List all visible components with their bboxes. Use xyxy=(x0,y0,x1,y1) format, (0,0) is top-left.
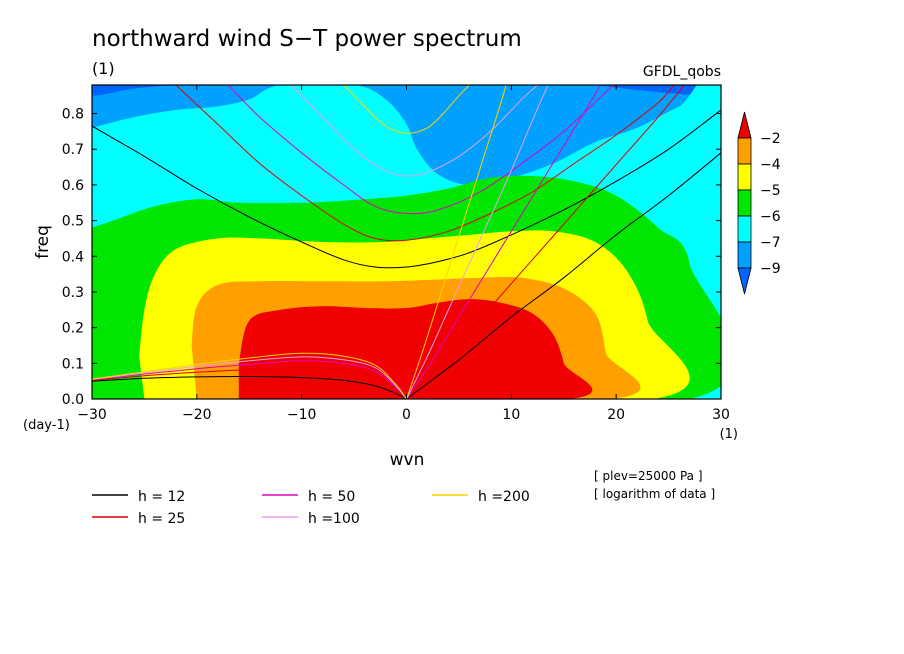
legend-label-0: h = 12 xyxy=(138,489,185,505)
colorbar-segment-4 xyxy=(737,215,752,243)
x-tick-label-2: −10 xyxy=(287,407,317,423)
colorbar-arrow-bottom xyxy=(737,267,752,295)
note-plev: [ plev=25000 Pa ] xyxy=(594,469,703,483)
colorbar-segment-3 xyxy=(737,189,752,217)
dispersion-curve-4 xyxy=(406,85,685,399)
y-tick-label-6: 0.6 xyxy=(62,178,84,194)
legend-label-2: h =200 xyxy=(478,489,530,505)
dispersion-curve-1 xyxy=(406,152,721,399)
x-tick-label-6: 30 xyxy=(712,407,730,423)
contour-band-2 xyxy=(595,85,721,96)
contour-band-1 xyxy=(92,85,176,96)
axis-ticks: −30 −20 −10 0 10 20 30 0.0 0.1 0.2 0.3 0.4 0.5 0.6 0.7… xyxy=(62,85,730,423)
colorbar-segment-1 xyxy=(737,137,752,165)
note-logarithm: [ logarithm of data ] xyxy=(594,487,715,501)
dispersion-curve-11 xyxy=(92,356,407,399)
legend-label-1: h = 50 xyxy=(308,489,355,505)
dispersion-curve-13 xyxy=(406,85,507,399)
chart-subtitle: (1) xyxy=(92,59,115,78)
colorbar-segment-2 xyxy=(737,163,752,191)
x-tick-label-1: −20 xyxy=(182,407,212,423)
dispersion-curves xyxy=(92,85,721,399)
dispersion-curve-0 xyxy=(92,109,721,269)
legend: h = 12 h = 50 h =200 h = 25 h =100 xyxy=(92,489,530,527)
y-tick-label-2: 0.2 xyxy=(62,321,84,337)
y-tick-label-3: 0.3 xyxy=(62,285,84,301)
contour-band-7 xyxy=(238,299,593,399)
x-tick-label-5: 20 xyxy=(607,407,625,423)
y-tick-label-0: 0.0 xyxy=(62,392,84,408)
chart-title: northward wind S−T power spectrum xyxy=(92,26,522,52)
y-tick-label-8: 0.8 xyxy=(62,107,84,123)
x-tick-label-4: 10 xyxy=(502,407,520,423)
x-axis-label: wvn xyxy=(390,450,425,470)
source-label: GFDL_qobs xyxy=(643,64,721,80)
colorbar-label-3: −6 xyxy=(760,209,781,225)
contour-bands xyxy=(92,85,721,399)
legend-label-3: h = 25 xyxy=(138,511,185,527)
colorbar-label-1: −4 xyxy=(760,157,781,173)
y-tick-label-1: 0.1 xyxy=(62,356,84,372)
y-tick-label-7: 0.7 xyxy=(62,142,84,158)
colorbar-label-5: −9 xyxy=(760,261,781,277)
y-tick-label-4: 0.4 xyxy=(62,249,84,265)
y-axis-label: freq xyxy=(33,225,53,259)
colorbar-label-2: −5 xyxy=(760,183,781,199)
dispersion-curve-5 xyxy=(92,367,407,399)
colorbar-label-0: −2 xyxy=(760,131,781,147)
x-axis-unit: (1) xyxy=(720,427,738,442)
colorbar-arrow-top xyxy=(737,111,752,139)
dispersion-curve-3 xyxy=(175,85,675,242)
dispersion-curve-9 xyxy=(290,85,538,177)
dispersion-curve-12 xyxy=(343,85,470,134)
legend-label-4: h =100 xyxy=(308,511,360,527)
x-tick-label-3: 0 xyxy=(402,407,411,423)
y-axis-unit: (day-1) xyxy=(23,418,70,433)
colorbar: −2 −4 −5 −6 −7 −9 xyxy=(737,111,781,295)
x-tick-label-0: −30 xyxy=(77,407,107,423)
dispersion-curve-10 xyxy=(406,85,549,399)
y-tick-label-5: 0.5 xyxy=(62,214,84,230)
dispersion-curve-2 xyxy=(92,375,407,399)
colorbar-segment-5 xyxy=(737,241,752,269)
colorbar-label-4: −7 xyxy=(760,235,781,251)
dispersion-curve-6 xyxy=(227,85,615,215)
dispersion-curve-7 xyxy=(406,85,601,399)
dispersion-curve-8 xyxy=(92,360,407,399)
dispersion-curve-14 xyxy=(92,352,407,399)
